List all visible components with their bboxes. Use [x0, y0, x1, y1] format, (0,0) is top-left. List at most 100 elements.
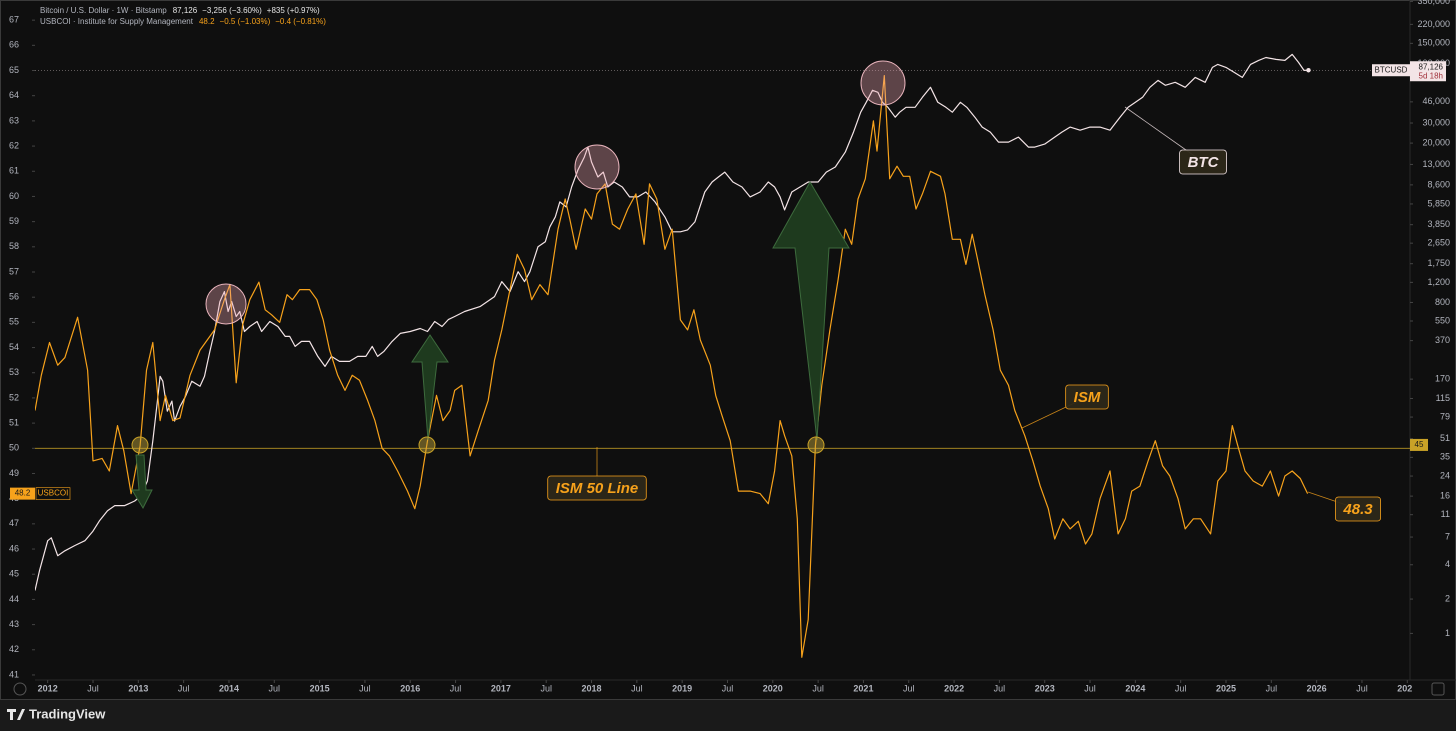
brand-logo: [7, 709, 25, 720]
y-tick-label: 53: [9, 367, 19, 377]
y-tick-label: 67: [9, 15, 19, 25]
y-tick-label: 51: [9, 417, 19, 427]
x-tick-label: Jul: [87, 683, 99, 693]
y2-tick-label: 2,650: [1427, 238, 1450, 248]
value-tag-bg: [10, 487, 35, 500]
x-tick-label: Jul: [631, 683, 643, 693]
y-tick-label: 44: [9, 594, 19, 604]
down-arrow: [131, 454, 153, 510]
reference-tag: 45: [1415, 440, 1424, 449]
y2-tick-label: 1,200: [1427, 277, 1450, 287]
price-tag-bg: [1410, 61, 1446, 82]
y2-tick-label: 16: [1440, 490, 1450, 500]
legend-value: −3,256 (−3.60%): [202, 6, 262, 15]
decorations: [7, 60, 1445, 720]
x-tick-label: Jul: [178, 683, 190, 693]
y2-tick-label: 800: [1435, 297, 1450, 307]
y2-tick-label: 1,750: [1427, 258, 1450, 268]
last-point: [1306, 68, 1311, 73]
x-tick-label: Jul: [722, 683, 734, 693]
legend-name: Bitcoin / U.S. Dollar · 1W · Bitstamp: [40, 6, 167, 15]
x-tick-label: Jul: [359, 683, 371, 693]
x-tick-label: 2027: [1397, 683, 1417, 693]
annotation-box: [547, 475, 647, 501]
y2-tick-label: 115: [1436, 393, 1450, 403]
x-tick-label: Jul: [994, 683, 1006, 693]
legend-name: USBCOI · Institute for Supply Management: [40, 17, 194, 26]
y2-tick-label: 350,000: [1417, 0, 1450, 6]
y2-tick-label: 20,000: [1422, 137, 1450, 147]
y-tick-label: 57: [9, 266, 19, 276]
x-tick-label: Jul: [1084, 683, 1096, 693]
x-tick-label: Jul: [903, 683, 915, 693]
y-tick-label: 65: [9, 65, 19, 75]
annotation-box: [1334, 496, 1382, 522]
annotation-text: 48.3: [1342, 501, 1373, 518]
y-tick-label: 43: [9, 619, 19, 629]
cross-marker: [418, 436, 436, 454]
y-tick-label: 54: [9, 342, 19, 352]
legend-value: 87,126: [173, 6, 198, 15]
reference-tag-bg: [1410, 438, 1428, 451]
annotation-text: BTC: [1188, 154, 1220, 171]
y-tick-label: 58: [9, 241, 19, 251]
y-tick-label: 64: [9, 90, 19, 100]
y-tick-label: 52: [9, 392, 19, 402]
y-tick-label: 63: [9, 115, 19, 125]
price-tag-name: BTCUSD: [1375, 65, 1408, 74]
value-tag-name-bg: [35, 487, 71, 500]
x-tick-label: 2025: [1216, 683, 1236, 693]
y2-tick-label: 30,000: [1422, 117, 1450, 127]
y-tick-label: 50: [9, 443, 19, 453]
x-tick-label: 2026: [1307, 683, 1327, 693]
y2-tick-label: 370: [1435, 335, 1450, 345]
footer-bar: [0, 700, 1456, 731]
y2-tick-label: 11: [1441, 509, 1450, 519]
y2-tick-label: 24: [1440, 470, 1450, 480]
y-tick-label: 61: [9, 166, 19, 176]
x-axis: 2012 Jul 2013 Jul 2014 Jul 2015 Jul 2016 Jul 2017 J…: [38, 680, 1417, 693]
top-highlight: [574, 144, 620, 190]
annotation-text: ISM 50 Line: [556, 480, 639, 497]
x-tick-label: Jul: [1356, 683, 1368, 693]
y-tick-label: 60: [9, 191, 19, 201]
price-tag-value: 87,126: [1419, 62, 1444, 71]
legend-value: +835 (+0.97%): [267, 6, 320, 15]
y2-tick-label: 550: [1435, 315, 1450, 325]
up-arrow: [772, 180, 850, 441]
x-tick-label: 2018: [582, 683, 602, 693]
y-tick-label: 66: [9, 40, 19, 50]
y-tick-label: 49: [9, 468, 19, 478]
y2-tick-label: 220,000: [1417, 19, 1450, 29]
brand-name: TradingView: [29, 706, 106, 721]
y-tick-label: 56: [9, 292, 19, 302]
price-tag-name-bg: [1372, 64, 1410, 77]
x-tick-label: 2015: [310, 683, 330, 693]
settings-icon[interactable]: [1431, 682, 1445, 696]
x-tick-label: 2019: [672, 683, 692, 693]
x-tick-label: Jul: [540, 683, 552, 693]
top-highlight: [860, 60, 906, 106]
x-tick-label: 2020: [763, 683, 783, 693]
y-tick-label: 45: [9, 569, 19, 579]
y2-tick-label: 7: [1445, 531, 1450, 541]
y2-tick-label: 8,600: [1427, 179, 1450, 189]
y-tick-label: 55: [9, 317, 19, 327]
x-tick-label: 2014: [219, 683, 239, 693]
x-tick-label: Jul: [1266, 683, 1278, 693]
x-tick-label: 2021: [853, 683, 873, 693]
y2-tick-label: 170: [1435, 374, 1450, 384]
y2-tick-label: 13,000: [1422, 159, 1450, 169]
x-tick-label: Jul: [269, 683, 281, 693]
x-tick-label: Jul: [1175, 683, 1187, 693]
x-tick-label: 2022: [944, 683, 964, 693]
annotation-box: [1179, 149, 1227, 175]
scale-icon[interactable]: [13, 682, 27, 696]
cross-marker: [807, 436, 825, 454]
y2-tick-label: 150,000: [1417, 38, 1450, 48]
value-tag-name: USBCOI: [38, 489, 69, 498]
legend-value: 48.2: [199, 17, 215, 26]
